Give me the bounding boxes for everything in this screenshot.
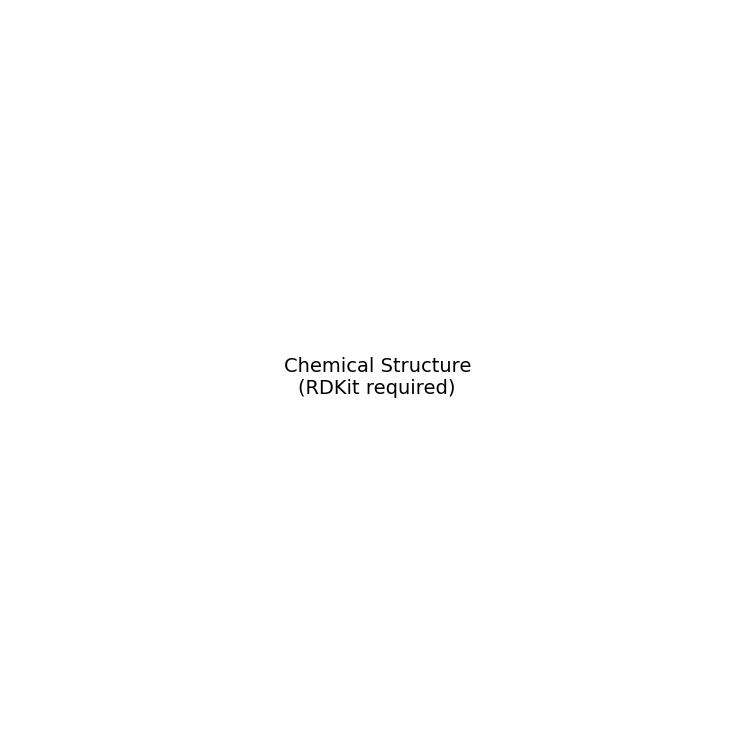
Text: Chemical Structure
(RDKit required): Chemical Structure (RDKit required)	[283, 358, 471, 398]
